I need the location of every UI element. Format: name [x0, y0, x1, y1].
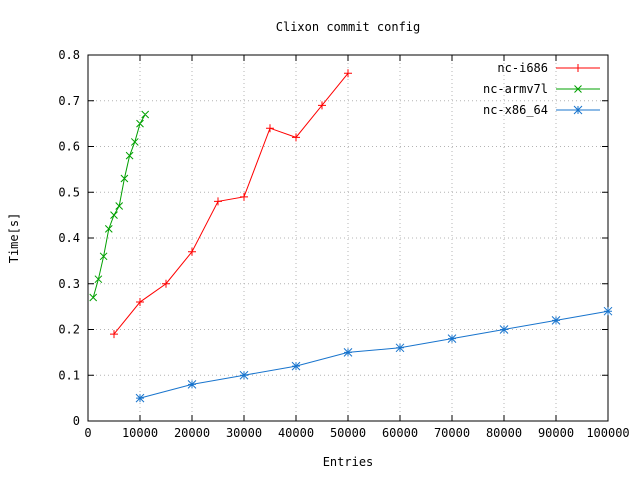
x-tick-label: 50000 [330, 426, 366, 440]
series-line-nc-x86_64 [139, 310, 609, 399]
legend-label-nc-armv7l: nc-armv7l [483, 82, 548, 96]
x-tick-label: 40000 [278, 426, 314, 440]
x-axis-title: Entries [323, 455, 374, 469]
x-tick-label: 100000 [586, 426, 629, 440]
y-tick-label: 0.5 [58, 185, 80, 199]
series-markers-nc-x86_64 [135, 306, 613, 403]
x-tick-label: 30000 [226, 426, 262, 440]
legend: nc-i686 nc-armv7l nc-x86_64 [483, 61, 600, 117]
legend-label-nc-i686: nc-i686 [497, 61, 548, 75]
x-tick-label: 70000 [434, 426, 470, 440]
legend-sample-marker-nc-x86_64 [573, 105, 583, 115]
axes: 0 10000 20000 30000 40000 50000 60000 70000 8000… [58, 48, 629, 440]
y-tick-label: 0.2 [58, 323, 80, 337]
y-axis-title: Time[s] [7, 213, 21, 264]
legend-sample-marker-nc-armv7l [574, 85, 582, 93]
chart-title: Clixon commit config [276, 20, 421, 34]
x-tick-label: 80000 [486, 426, 522, 440]
legend-label-nc-x86_64: nc-x86_64 [483, 103, 548, 117]
y-tick-label: 0.3 [58, 277, 80, 291]
series-markers-nc-armv7l [89, 110, 150, 302]
legend-sample-marker-nc-i686 [574, 64, 582, 72]
y-tick-label: 0.1 [58, 368, 80, 382]
y-tick-label: 0.4 [58, 231, 80, 245]
y-tick-label: 0 [73, 414, 80, 428]
x-tick-label: 20000 [174, 426, 210, 440]
x-tick-label: 10000 [122, 426, 158, 440]
x-tick-label: 90000 [538, 426, 574, 440]
y-tick-label: 0.7 [58, 94, 80, 108]
series-markers-nc-i686 [110, 69, 352, 339]
x-tick-label: 60000 [382, 426, 418, 440]
series [89, 69, 613, 403]
series-line-nc-i686 [113, 72, 349, 335]
y-tick-label: 0.8 [58, 48, 80, 62]
x-tick-label: 0 [84, 426, 91, 440]
y-tick-label: 0.6 [58, 140, 80, 154]
